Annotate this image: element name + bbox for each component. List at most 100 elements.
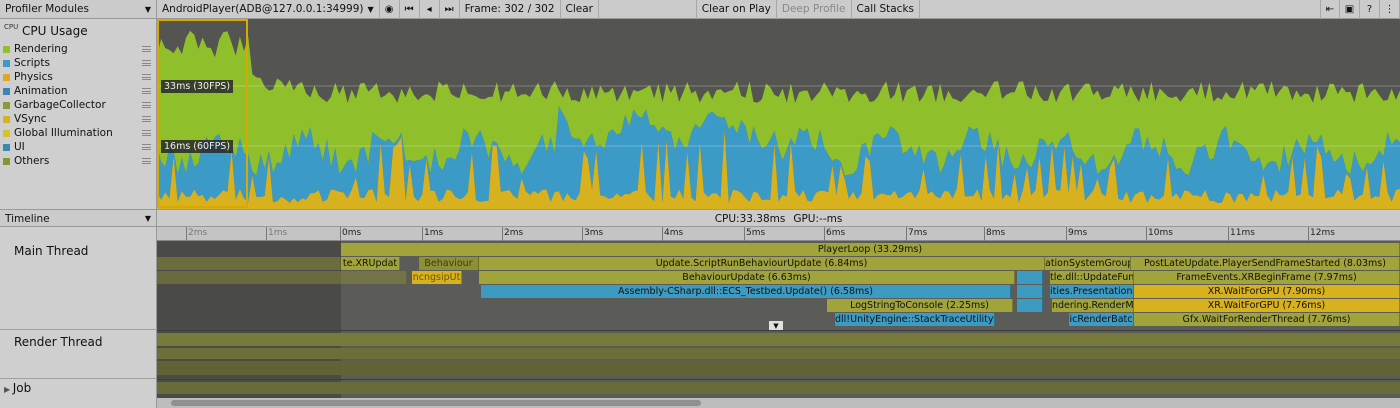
drag-handle-icon[interactable] (142, 144, 151, 150)
legend-item-rendering[interactable]: Rendering (3, 42, 155, 56)
ruler-tick (662, 227, 663, 241)
scrollbar-thumb[interactable] (171, 400, 701, 406)
call-stacks-toggle[interactable]: Call Stacks (852, 0, 920, 19)
legend-swatch (3, 73, 10, 81)
timeline-view[interactable]: 2ms 1ms 0ms 1ms 2ms 3ms 4ms 5ms 6ms 7ms 8ms 9ms 10ms… (157, 227, 1400, 408)
ruler-tick-label: 12ms (1310, 228, 1335, 238)
prev-frame-button[interactable]: ◂ (420, 0, 440, 19)
timeline-sample-presentation-group[interactable]: ationSystemGroup ( (1045, 257, 1131, 270)
legend-item-global-illumination[interactable]: Global Illumination (3, 126, 155, 140)
drag-handle-icon[interactable] (142, 60, 151, 66)
job-thread-track[interactable] (157, 382, 1400, 394)
timeline-sample-unity-ppt[interactable]: ncngsipUt (412, 271, 462, 284)
gpu-time-stat: GPU:--ms (793, 212, 843, 225)
clear-button[interactable]: Clear (561, 0, 599, 19)
next-frame-button[interactable]: ⏭ (440, 0, 460, 19)
horizontal-scrollbar[interactable] (157, 398, 1400, 408)
deep-profile-toggle[interactable]: Deep Profile (777, 0, 852, 19)
timeline-sample-previous[interactable] (157, 257, 341, 270)
clear-on-play-toggle[interactable]: Clear on Play (695, 0, 777, 19)
call-stacks-label: Call Stacks (856, 3, 914, 15)
legend-item-animation[interactable]: Animation (3, 84, 155, 98)
load-button[interactable]: ⇤ (1320, 0, 1340, 19)
thread-render-label: Render Thread (14, 335, 103, 349)
ruler-tick-label: 10ms (1148, 228, 1173, 238)
timeline-view-dropdown[interactable]: Timeline ▼ (0, 210, 157, 227)
timeline-sample-log-string[interactable]: LogStringToConsole (2.25ms) (827, 299, 1013, 312)
timeline-sample-stack-trace[interactable]: dll!UnityEngine::StackTraceUtility::Extr… (835, 313, 995, 326)
first-frame-button[interactable]: ⏮ (400, 0, 420, 19)
expand-arrow-icon: ▶ (4, 385, 13, 394)
render-thread-track[interactable] (157, 361, 1400, 375)
record-button[interactable]: ◉ (380, 0, 400, 19)
timeline-sample-gfx-wait[interactable]: Gfx.WaitForRenderThread (7.76ms) (1134, 313, 1400, 326)
cpu-area-rendering (157, 30, 1400, 176)
profiler-modules-dropdown[interactable]: Profiler Modules ▼ (0, 0, 157, 19)
thread-job[interactable]: ▶ Job (0, 379, 157, 399)
cpu-usage-chart[interactable]: 33ms (30FPS) 16ms (60FPS) (157, 19, 1400, 209)
legend-item-vsync[interactable]: VSync (3, 112, 155, 126)
ruler-tick-label: 8ms (986, 228, 1006, 238)
render-thread-track[interactable] (157, 333, 1400, 346)
timeline-sample-rendering-render[interactable]: ndering.RenderM (1052, 299, 1134, 312)
cpu-usage-graph[interactable] (157, 19, 1400, 209)
render-thread-track[interactable] (157, 348, 1400, 359)
timeline-header: Timeline ▼ CPU:33.38ms GPU:--ms (0, 209, 1400, 227)
timeline-view-label: Timeline (5, 212, 50, 225)
timeline-sample-presentation-s[interactable]: ities.PresentationS (1050, 285, 1134, 298)
timeline-sample-player-loop[interactable]: PlayerLoop (33.29ms) (341, 243, 1400, 256)
drag-handle-icon[interactable] (142, 158, 151, 164)
load-icon: ⇤ (1325, 3, 1335, 15)
legend-item-others[interactable]: Others (3, 154, 155, 168)
thread-main[interactable]: Main Thread (0, 227, 157, 330)
cpu-usage-module[interactable]: CPU CPU Usage Rendering Scripts Physics Ani… (0, 19, 157, 209)
timeline-sample-update-func[interactable]: tle.dll::UpdateFunc (1050, 271, 1134, 284)
prev-frame-icon: ◂ (426, 3, 432, 15)
legend-label: UI (14, 141, 25, 153)
target-player-dropdown[interactable]: AndroidPlayer(ADB@127.0.0.1:34999) ▼ (157, 0, 380, 19)
timeline-sample-wait-gpu-2[interactable]: XR.WaitForGPU (7.76ms) (1134, 299, 1400, 312)
ruler-tick (906, 227, 907, 241)
first-frame-icon: ⏮ (404, 3, 414, 15)
drag-handle-icon[interactable] (142, 116, 151, 122)
timeline-sample-xr-update[interactable]: te.XRUpdat (341, 257, 400, 270)
legend-item-physics[interactable]: Physics (3, 70, 155, 84)
drag-handle-icon[interactable] (142, 74, 151, 80)
legend-label: Rendering (14, 43, 68, 55)
timeline-sample-script-run[interactable]: Update.ScriptRunBehaviourUpdate (6.84ms) (479, 257, 1045, 270)
legend-item-garbagecollector[interactable]: GarbageCollector (3, 98, 155, 112)
timeline-sample-wait-gpu-1[interactable]: XR.WaitForGPU (7.90ms) (1134, 285, 1400, 298)
legend-item-scripts[interactable]: Scripts (3, 56, 155, 70)
drag-handle-icon[interactable] (142, 102, 151, 108)
cpu-legend: Rendering Scripts Physics Animation GarbageC… (3, 42, 155, 168)
drag-handle-icon[interactable] (142, 88, 151, 94)
timeline-sample-blue-small[interactable] (1017, 299, 1043, 312)
save-icon: ▣ (1344, 3, 1355, 15)
timeline-sample-blue-small[interactable] (1017, 285, 1043, 298)
timeline-sample-ecs-update[interactable]: Assembly-CSharp.dll::ECS_Testbed.Update(… (481, 285, 1011, 298)
menu-button[interactable]: ⋮ (1380, 0, 1400, 19)
legend-item-ui[interactable]: UI (3, 140, 155, 154)
ruler-tick (422, 227, 423, 241)
ruler-tick (1228, 227, 1229, 241)
timeline-sample-behaviour-small[interactable]: Behaviour (419, 257, 479, 270)
ruler-tick (1066, 227, 1067, 241)
thread-render[interactable]: Render Thread (0, 330, 157, 379)
timeline-sample-blue-small[interactable] (1017, 271, 1043, 284)
thread-job-label: Job (12, 381, 32, 395)
timeline-sample-behaviour-update[interactable]: BehaviourUpdate (6.63ms) (479, 271, 1015, 284)
ruler-tick-label: 6ms (826, 228, 846, 238)
drag-handle-icon[interactable] (142, 46, 151, 52)
collapse-arrow-icon[interactable]: ▼ (769, 321, 783, 331)
ruler-tick-label: 3ms (584, 228, 604, 238)
drag-handle-icon[interactable] (142, 130, 151, 136)
save-button[interactable]: ▣ (1340, 0, 1360, 19)
time-ruler[interactable]: 2ms 1ms 0ms 1ms 2ms 3ms 4ms 5ms 6ms 7ms 8ms 9ms 10ms… (157, 227, 1400, 241)
fps-60-label: 16ms (60FPS) (161, 140, 234, 153)
timeline-sample-render-batch[interactable]: icRenderBatc (1069, 313, 1134, 326)
legend-swatch (3, 87, 10, 95)
timeline-sample-previous[interactable] (157, 271, 407, 284)
help-button[interactable]: ? (1360, 0, 1380, 19)
timeline-sample-post-late-update[interactable]: PostLateUpdate.PlayerSendFrameStarted (8… (1131, 257, 1400, 270)
timeline-sample-frame-events[interactable]: FrameEvents.XRBeginFrame (7.97ms) (1134, 271, 1400, 284)
